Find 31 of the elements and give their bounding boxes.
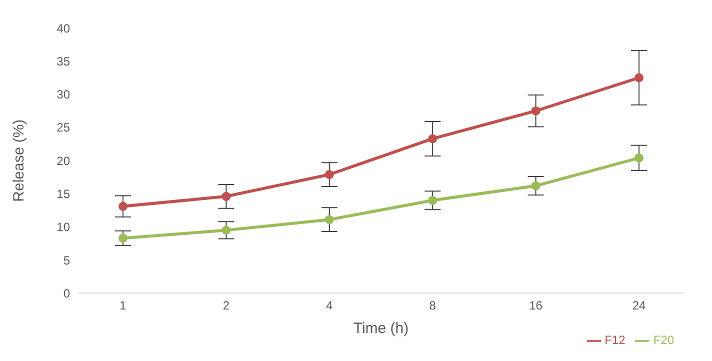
point <box>428 196 438 205</box>
point <box>531 181 540 190</box>
x-tick-label: 1 <box>120 298 127 313</box>
legend-label: F20 <box>653 333 674 348</box>
point <box>118 202 128 211</box>
point <box>531 106 540 116</box>
x-tick-label: 2 <box>222 298 230 313</box>
x-tick-label: 24 <box>632 298 646 313</box>
point <box>324 170 334 180</box>
y-tick-label: 15 <box>56 186 70 201</box>
x-axis-title: Time (h) <box>353 320 409 338</box>
point <box>324 215 334 224</box>
point <box>634 73 644 82</box>
point <box>222 192 231 201</box>
x-tick-label: 8 <box>429 298 436 313</box>
point <box>428 134 438 144</box>
legend-label: F12 <box>604 333 626 348</box>
y-tick-label: 20 <box>56 154 70 168</box>
x-tick-label: 16 <box>529 298 543 313</box>
y-tick-label: 40 <box>56 21 70 36</box>
point <box>118 234 128 243</box>
y-tick-label: 0 <box>63 286 70 300</box>
point <box>222 226 231 235</box>
y-tick-label: 10 <box>56 220 70 234</box>
y-axis-title: Release (%) <box>10 119 28 202</box>
y-tick-label: 25 <box>56 120 70 135</box>
x-tick-label: 4 <box>326 298 334 313</box>
y-tick-label: 5 <box>63 253 70 268</box>
y-tick-label: 30 <box>56 88 70 102</box>
point <box>634 153 644 162</box>
y-tick-label: 35 <box>56 54 70 68</box>
